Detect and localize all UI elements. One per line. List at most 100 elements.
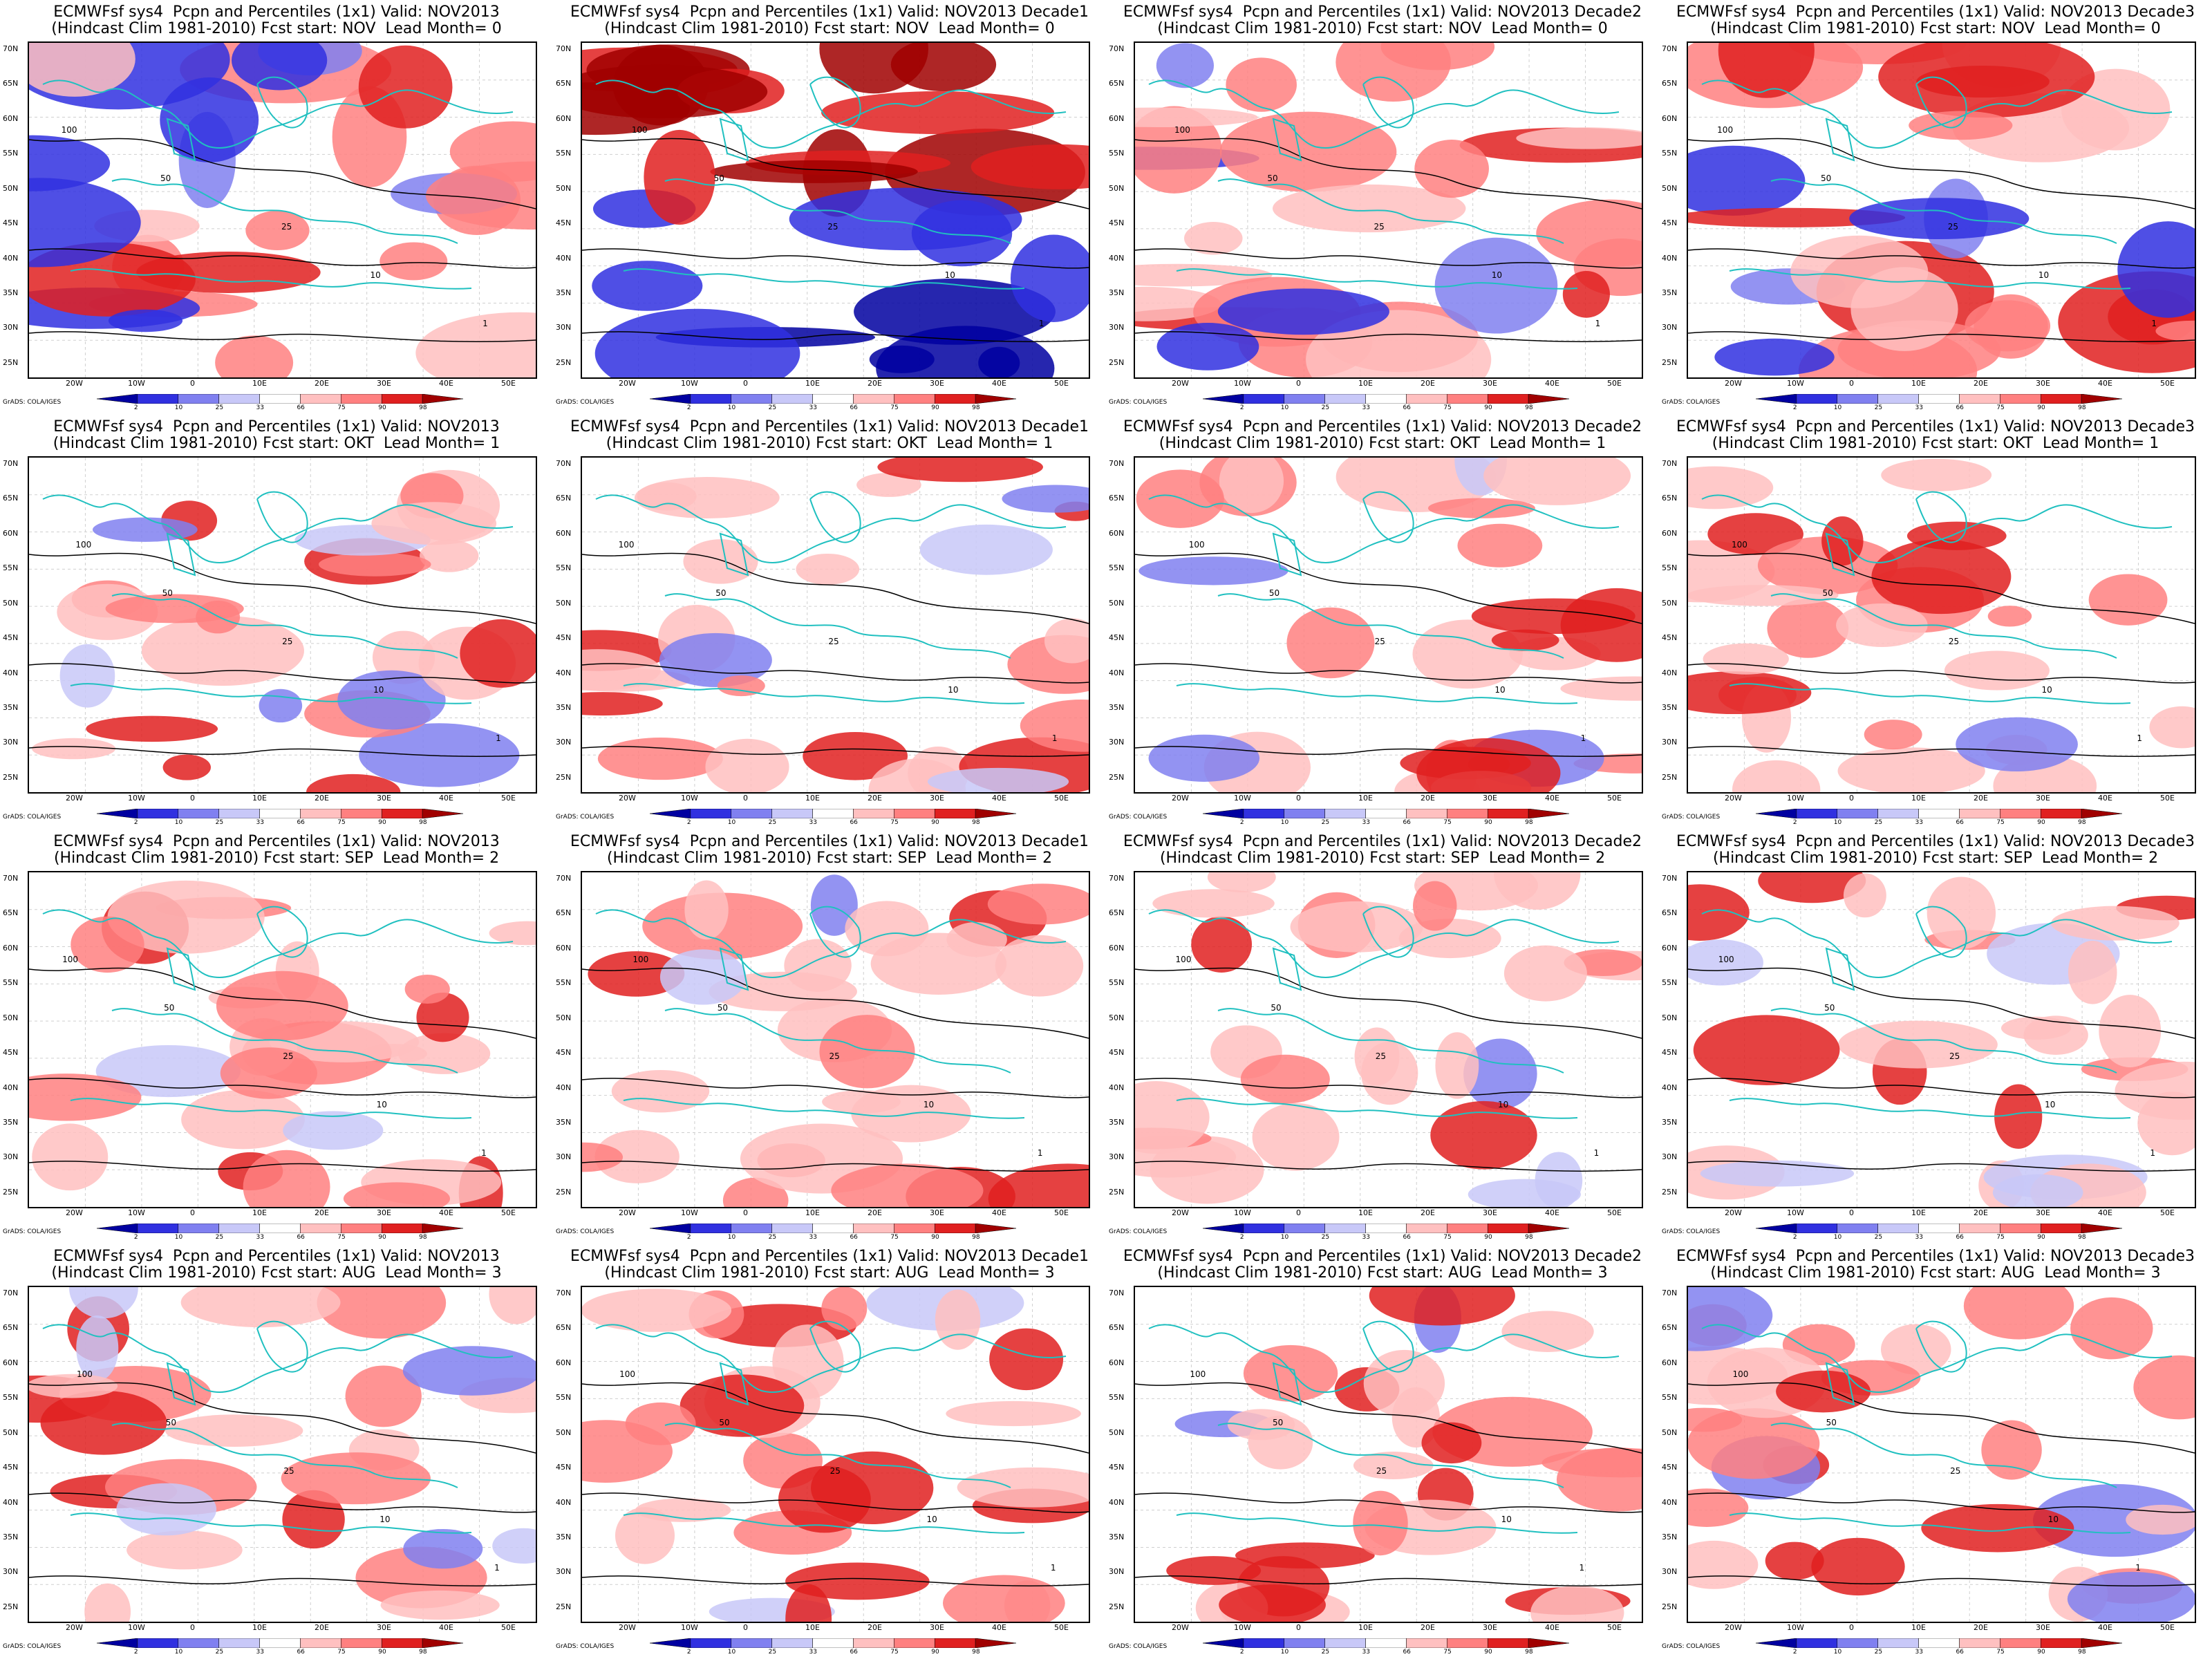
latitude-tick-label: 60N — [1662, 528, 1678, 538]
longitude-tick-label: 30E — [2036, 794, 2050, 803]
percentile-shading-region — [1881, 458, 1992, 491]
percentile-shading-region — [856, 473, 921, 497]
longitude-tick-label: 30E — [1483, 1623, 1497, 1632]
forecast-panel: ECMWFsf sys4 Pcpn and Percentiles (1x1) … — [0, 0, 553, 415]
coastline-border — [42, 906, 514, 1119]
panel-title: ECMWFsf sys4 Pcpn and Percentiles (1x1) … — [1676, 418, 2195, 435]
colorbar-swatch — [137, 809, 179, 818]
colorbar-swatch — [853, 394, 894, 404]
colorbar-label: 98 — [419, 404, 427, 411]
colorbar-swatch — [300, 394, 341, 404]
longitude-tick-label: 40E — [992, 1623, 1006, 1632]
contour-label: 10 — [1492, 270, 1502, 280]
colorbar-swatch — [300, 1638, 341, 1648]
latitude-tick-label: 65N — [556, 908, 572, 918]
climatology-contour — [1135, 138, 1642, 342]
longitude-tick-label: 20E — [1421, 1208, 1435, 1217]
colorbar-swatch — [341, 809, 382, 818]
contour-label: 10 — [1501, 1515, 1512, 1524]
forecast-panel: ECMWFsf sys4 Pcpn and Percentiles (1x1) … — [0, 830, 553, 1244]
contour-label: 100 — [619, 1369, 635, 1379]
colorbar-swatch — [1324, 1638, 1366, 1648]
longitude-tick-label: 30E — [377, 379, 391, 388]
forecast-panel: ECMWFsf sys4 Pcpn and Percentiles (1x1) … — [1106, 0, 1659, 415]
forecast-panel: ECMWFsf sys4 Pcpn and Percentiles (1x1) … — [1659, 1244, 2212, 1659]
longitude-tick-label: 10W — [1787, 379, 1804, 388]
percentile-shading-region — [460, 619, 536, 688]
longitude-tick-label: 0 — [1296, 1208, 1301, 1217]
percentile-shading-region — [582, 1142, 624, 1172]
colorbar-label: 2 — [1792, 1649, 1797, 1656]
contour-label: 25 — [828, 637, 838, 646]
contour-label: 50 — [719, 1418, 729, 1427]
percentile-shading-region — [582, 692, 663, 716]
longitude-tick-label: 40E — [2098, 794, 2112, 803]
percentile-shading-region — [1843, 873, 1886, 918]
colorbar-label: 2 — [133, 1649, 138, 1656]
latitude-tick-label: 40N — [1109, 1497, 1125, 1507]
colorbar-label: 90 — [2037, 819, 2045, 826]
panel-subtitle: (Hindcast Clim 1981-2010) Fcst start: OK… — [606, 435, 1053, 452]
percentile-shading-region — [683, 539, 758, 584]
percentile-shading-region — [946, 921, 1007, 957]
colorbar-swatch — [341, 394, 382, 404]
contour-label: 1 — [481, 1148, 487, 1158]
contour-label: 1 — [2150, 1148, 2155, 1158]
percentile-shading-region — [402, 1346, 536, 1396]
percentile-shading-region — [1688, 1488, 1749, 1527]
latitude-tick-label: 40N — [1109, 1082, 1125, 1092]
contour-label: 50 — [1271, 1003, 1281, 1013]
contour-label: 25 — [1374, 222, 1385, 232]
colorbar-label: 75 — [337, 1649, 346, 1656]
colorbar-swatch — [1487, 394, 1529, 404]
percentile-shading-region — [637, 482, 697, 511]
colorbar-label: 90 — [931, 819, 939, 826]
contour-label: 25 — [829, 1051, 839, 1061]
colorbar-swatch — [1406, 1224, 1447, 1233]
colorbar-swatch — [1284, 1638, 1325, 1648]
colorbar-swatch — [97, 1638, 138, 1648]
climatology-contour — [1135, 967, 1642, 1172]
colorbar-label: 98 — [972, 819, 980, 826]
colorbar-swatch — [1324, 394, 1366, 404]
longitude-tick-label: 20W — [66, 1208, 83, 1217]
panel-title: ECMWFsf sys4 Pcpn and Percentiles (1x1) … — [570, 1248, 1089, 1265]
colorbar-swatch — [690, 1638, 732, 1648]
latitude-tick-label: 25N — [1109, 1187, 1125, 1197]
contour-label: 1 — [496, 733, 501, 743]
percentile-colorbar — [1756, 1224, 2122, 1233]
colorbar-label: 33 — [256, 1234, 264, 1241]
percentile-shading-region — [489, 921, 536, 946]
percentile-shading-region — [492, 1528, 536, 1564]
colorbar-swatch — [975, 1638, 1016, 1648]
percentile-shading-region — [597, 738, 723, 780]
percentile-shading-region — [1688, 671, 1812, 715]
longitude-tick-label: 20E — [868, 1623, 882, 1632]
latitude-tick-label: 25N — [556, 1187, 572, 1197]
climatology-contour — [1688, 138, 2195, 342]
percentile-shading-region — [822, 1090, 901, 1114]
latitude-tick-label: 30N — [1109, 1152, 1125, 1162]
colorbar-swatch — [1959, 394, 2000, 404]
colorbar-label: 66 — [297, 404, 305, 411]
precipitation-percentile-map: 100 50 25 10 1 — [1687, 456, 2196, 794]
colorbar-swatch — [771, 809, 813, 818]
colorbar-label: 10 — [727, 819, 736, 826]
colorbar-swatch — [934, 1638, 976, 1648]
panel-subtitle: (Hindcast Clim 1981-2010) Fcst start: NO… — [51, 20, 502, 37]
contour-label: 100 — [632, 125, 648, 135]
colorbar-swatch — [2040, 1224, 2082, 1233]
contour-label: 50 — [718, 1003, 728, 1013]
longitude-tick-label: 30E — [2036, 1623, 2050, 1632]
contour-label: 25 — [282, 637, 292, 646]
latitude-tick-label: 50N — [3, 1427, 19, 1437]
colorbar-swatch — [975, 1224, 1016, 1233]
latitude-tick-label: 70N — [1662, 1288, 1678, 1297]
percentile-shading-region — [59, 644, 115, 708]
percentile-shading-region — [1963, 1287, 2074, 1340]
percentile-shading-region — [1398, 919, 1501, 959]
percentile-shading-region — [2067, 1571, 2195, 1622]
percentile-colorbar — [650, 809, 1016, 818]
longitude-tick-label: 40E — [992, 379, 1006, 388]
colorbar-swatch — [1796, 809, 1838, 818]
